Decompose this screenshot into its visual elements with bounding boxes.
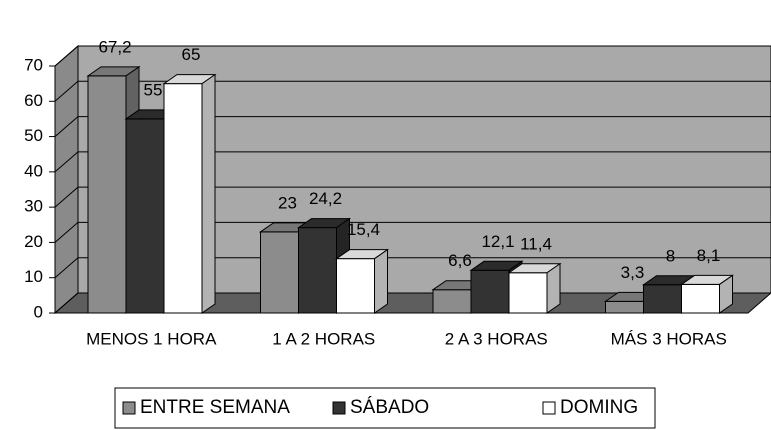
bar bbox=[508, 272, 548, 314]
bar bbox=[260, 231, 299, 314]
bar-side bbox=[201, 73, 216, 314]
grid-line bbox=[54, 292, 79, 314]
legend-swatch bbox=[122, 401, 136, 415]
bar bbox=[681, 283, 720, 314]
x-tick-label: 1 A 2 HORAS bbox=[272, 329, 375, 348]
value-label: 24,2 bbox=[309, 189, 342, 208]
y-tick-label: 70 bbox=[24, 55, 43, 74]
x-tick-label: MÁS 3 HORAS bbox=[611, 329, 727, 348]
legend-label: DOMING bbox=[560, 397, 638, 418]
y-tick-label: 30 bbox=[24, 197, 43, 216]
value-label: 8 bbox=[666, 246, 675, 265]
grid-line bbox=[54, 257, 79, 279]
value-label: 12,1 bbox=[481, 232, 514, 251]
bar-side bbox=[374, 248, 388, 314]
legend-label: SÁBADO bbox=[350, 397, 429, 418]
y-tick-label: 60 bbox=[24, 91, 43, 110]
bar bbox=[432, 289, 472, 314]
x-tick-label: MENOS 1 HORA bbox=[86, 329, 217, 348]
value-label: 23 bbox=[278, 193, 297, 212]
legend bbox=[114, 387, 656, 429]
grid-line bbox=[54, 222, 79, 243]
y-tick-label: 0 bbox=[34, 302, 43, 321]
y-tick-label: 40 bbox=[24, 161, 43, 180]
y-tick-label: 10 bbox=[24, 267, 43, 286]
x-tick-label: 2 A 3 HORAS bbox=[445, 329, 548, 348]
legend-swatch bbox=[332, 401, 346, 415]
y-tick-label: 20 bbox=[24, 232, 43, 251]
value-label: 67,2 bbox=[98, 37, 131, 56]
value-label: 15,4 bbox=[347, 220, 380, 239]
y-tick-label: 50 bbox=[24, 126, 43, 145]
grid-line bbox=[54, 45, 79, 67]
bar bbox=[605, 300, 644, 314]
bar bbox=[298, 227, 337, 314]
bar bbox=[643, 284, 682, 314]
grid-line bbox=[54, 151, 79, 173]
value-label: 65 bbox=[182, 45, 201, 64]
value-label: 3,3 bbox=[621, 263, 645, 282]
bar bbox=[163, 83, 203, 314]
bar bbox=[336, 258, 375, 314]
value-label: 6,6 bbox=[448, 251, 472, 270]
bar bbox=[87, 75, 127, 314]
legend-label: ENTRE SEMANA bbox=[140, 397, 290, 418]
grid-line bbox=[54, 186, 79, 208]
grid-line bbox=[54, 116, 79, 137]
bar bbox=[470, 269, 510, 314]
legend-swatch bbox=[542, 401, 556, 415]
side-wall bbox=[54, 44, 79, 315]
bar bbox=[125, 118, 165, 314]
value-label: 11,4 bbox=[520, 234, 552, 253]
value-label: 55 bbox=[144, 80, 163, 99]
value-label: 8,1 bbox=[697, 246, 721, 265]
bar-side bbox=[546, 262, 561, 314]
bar-side bbox=[719, 274, 733, 314]
grid-line bbox=[54, 80, 79, 102]
